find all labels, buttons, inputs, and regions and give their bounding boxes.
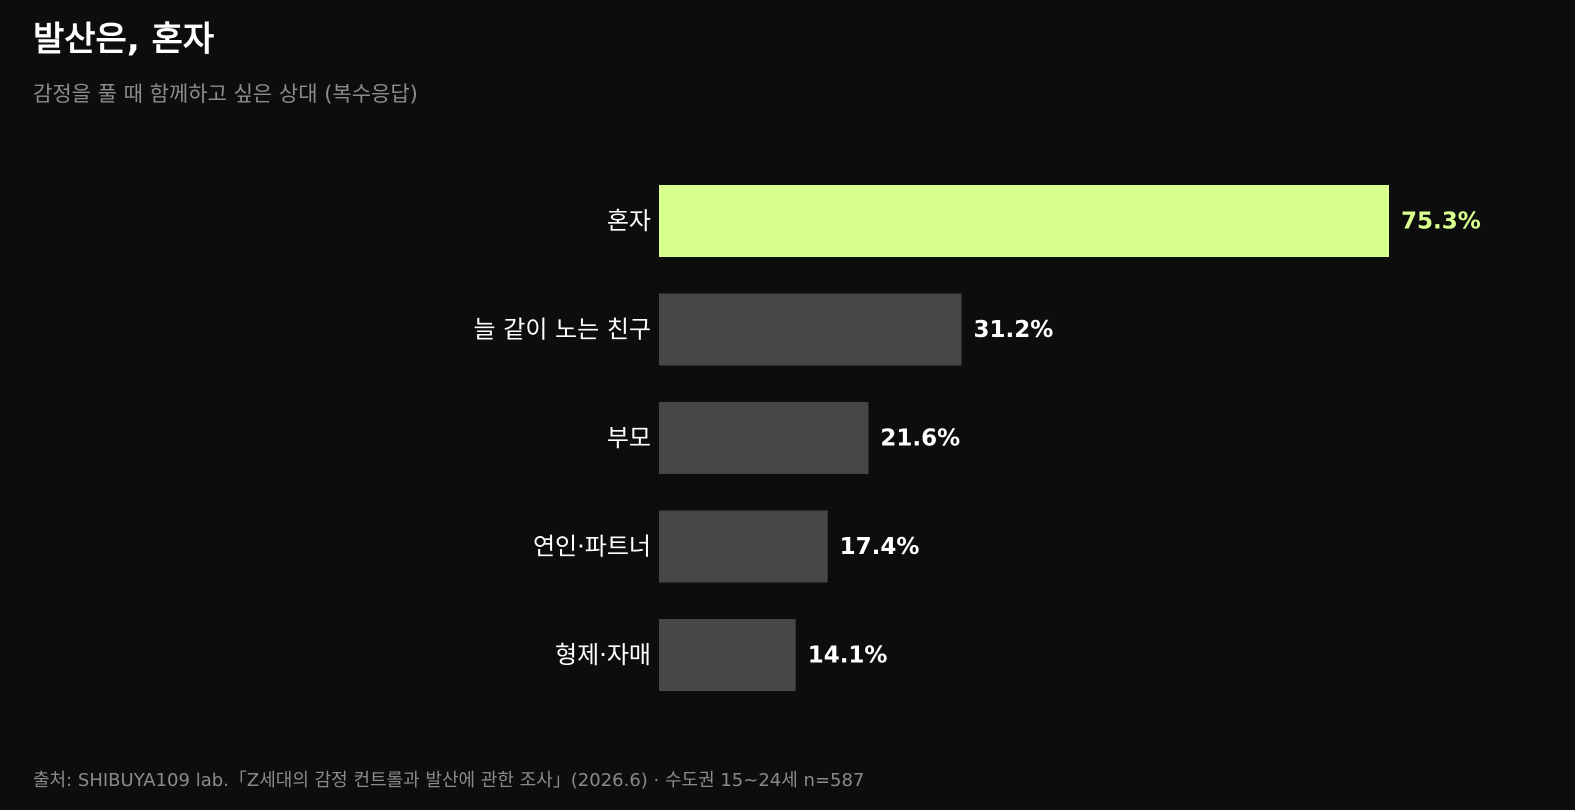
value-label: 17.4% [840, 534, 920, 560]
value-label: 21.6% [880, 426, 960, 452]
bar [659, 619, 796, 691]
source-note: 출처: SHIBUYA109 lab.「Z세대의 감정 컨트롤과 발산에 관한 … [33, 770, 864, 791]
bar [659, 185, 1389, 257]
category-label: 형제·자매 [555, 641, 651, 669]
chart-title: 발산은, 혼자 [33, 20, 214, 60]
bar [659, 402, 869, 474]
bar [659, 293, 962, 366]
bar [659, 510, 828, 583]
value-label: 14.1% [808, 643, 888, 669]
category-label: 혼자 [607, 207, 651, 235]
category-label: 연인·파트너 [533, 533, 651, 561]
category-label: 늘 같이 노는 친구 [474, 316, 651, 344]
value-label: 75.3% [1401, 209, 1481, 235]
category-label: 부모 [607, 424, 651, 452]
value-label: 31.2% [973, 317, 1053, 343]
chart-subtitle: 감정을 풀 때 함께하고 싶은 상대 (복수응답) [33, 82, 418, 106]
